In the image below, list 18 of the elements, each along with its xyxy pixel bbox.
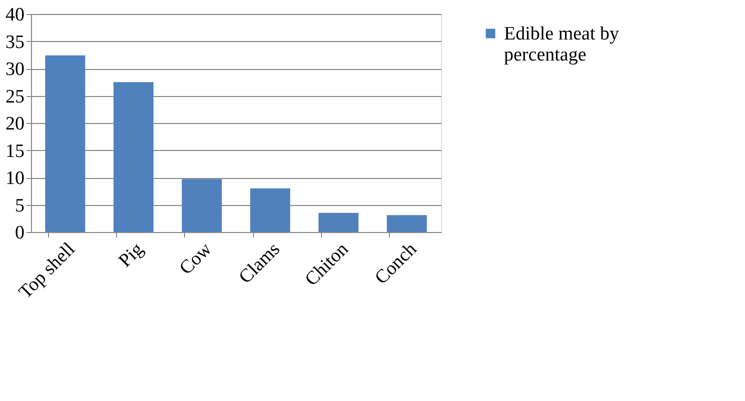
x-tick-label: Cow (176, 238, 216, 280)
y-tick-label: 25 (6, 86, 24, 108)
y-tick-label: 5 (15, 195, 24, 216)
bar (114, 82, 154, 232)
y-tick-label: 10 (6, 168, 24, 189)
y-tick-label: 30 (6, 59, 24, 80)
y-tick-label: 15 (6, 140, 24, 162)
bar (318, 212, 358, 232)
legend-label: Edible meat by percentage (504, 24, 620, 66)
bar (250, 188, 290, 232)
bar (182, 179, 222, 232)
bar (45, 55, 86, 232)
y-tick-label: 0 (15, 222, 24, 244)
y-tick-label: 40 (6, 4, 24, 26)
y-tick-label: 20 (6, 114, 24, 134)
y-tick-label: 35 (6, 32, 24, 53)
x-tick-label: Pig (114, 238, 148, 272)
bar (386, 215, 427, 232)
